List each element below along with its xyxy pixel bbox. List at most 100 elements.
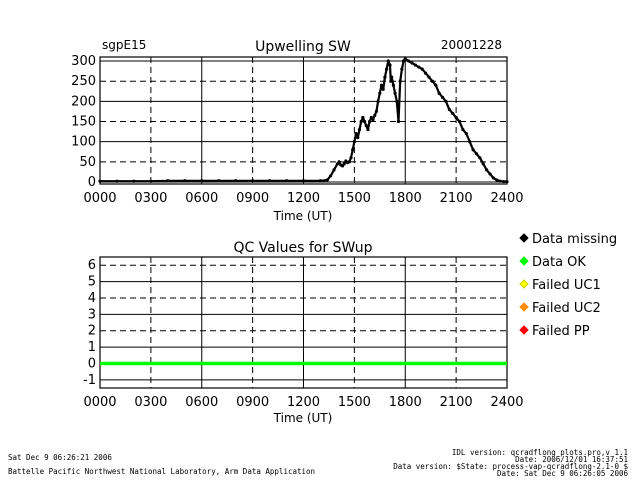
data-point bbox=[284, 179, 289, 183]
data-point bbox=[354, 132, 358, 136]
x-tick-label: 1500 bbox=[338, 395, 371, 410]
data-point bbox=[505, 179, 509, 184]
x-tick-label: 0000 bbox=[83, 191, 116, 206]
x-tick-label: 0900 bbox=[236, 191, 269, 206]
data-point bbox=[403, 57, 407, 61]
data-point bbox=[347, 160, 351, 164]
data-point bbox=[440, 95, 445, 99]
data-point bbox=[410, 61, 414, 65]
legend: Data missing Data OK Failed UC1 Failed UC2 F… bbox=[519, 232, 617, 339]
data-point bbox=[447, 107, 451, 112]
top-x-axis-label: Time (UT) bbox=[273, 209, 333, 223]
site-label: sgpE15 bbox=[102, 38, 146, 52]
data-point bbox=[488, 172, 492, 176]
y-tick-label: 2 bbox=[88, 324, 96, 339]
y-tick-label: -1 bbox=[83, 373, 96, 388]
y-tick-label: 300 bbox=[71, 54, 96, 69]
data-point bbox=[361, 115, 365, 120]
data-point bbox=[373, 113, 377, 118]
data-point bbox=[398, 79, 402, 83]
data-point bbox=[474, 152, 479, 156]
legend-label: Failed UC1 bbox=[532, 278, 601, 293]
legend-marker bbox=[519, 325, 529, 335]
x-tick-label: 2100 bbox=[440, 191, 473, 206]
data-point bbox=[413, 63, 418, 67]
x-tick-label: 0900 bbox=[236, 395, 269, 410]
data-point bbox=[400, 67, 404, 71]
data-point bbox=[376, 99, 380, 103]
data-point bbox=[388, 63, 392, 67]
y-tick-label: 1 bbox=[88, 340, 96, 355]
data-point bbox=[329, 174, 333, 178]
plot-frame bbox=[99, 56, 508, 185]
legend-marker bbox=[519, 302, 529, 312]
data-point bbox=[356, 136, 360, 140]
data-point bbox=[386, 59, 390, 63]
legend-marker bbox=[519, 279, 529, 289]
data-point bbox=[389, 79, 393, 83]
data-point bbox=[379, 83, 384, 87]
legend-label: Data missing bbox=[532, 232, 617, 247]
data-point bbox=[342, 162, 346, 166]
plot-frame bbox=[99, 256, 508, 389]
data-point bbox=[362, 119, 367, 124]
footer-idl-version: IDL version: qcradflong_plots.pro,v 1.1 bbox=[451, 448, 628, 457]
data-point bbox=[251, 179, 255, 183]
bottom-chart-title: QC Values for SWup bbox=[233, 240, 372, 256]
data-point bbox=[371, 117, 375, 122]
data-point bbox=[451, 111, 455, 116]
top-plot-area: 0000 0300 0600 0900 1200 1500 1800 2100 2400 0 50 1… bbox=[71, 54, 523, 206]
x-tick-label: 0600 bbox=[185, 191, 218, 206]
data-point bbox=[471, 148, 475, 152]
y-tick-label: 6 bbox=[88, 258, 96, 273]
data-point bbox=[434, 83, 438, 87]
data-point bbox=[454, 115, 458, 120]
data-point bbox=[368, 119, 372, 124]
data-point bbox=[381, 87, 385, 91]
x-tick-label: 2400 bbox=[490, 395, 523, 410]
legend-label: Data OK bbox=[532, 255, 586, 270]
data-point bbox=[351, 148, 355, 152]
y-tick-label: 100 bbox=[71, 135, 96, 150]
x-tick-label: 0600 bbox=[185, 395, 218, 410]
data-point bbox=[498, 179, 502, 183]
legend-marker bbox=[519, 256, 529, 266]
data-point bbox=[424, 71, 428, 75]
y-tick-label: 200 bbox=[71, 94, 96, 109]
x-tick-label: 1200 bbox=[287, 395, 320, 410]
data-point bbox=[318, 179, 323, 183]
x-tick-label: 2100 bbox=[440, 395, 473, 410]
x-tick-label: 1800 bbox=[389, 395, 422, 410]
data-point bbox=[359, 119, 363, 124]
data-point bbox=[395, 99, 399, 103]
data-point bbox=[384, 67, 389, 71]
data-point bbox=[374, 109, 379, 114]
x-tick-label: 1500 bbox=[338, 191, 371, 206]
y-tick-label: 0 bbox=[88, 175, 96, 190]
data-point bbox=[132, 179, 136, 183]
data-point bbox=[407, 59, 411, 63]
data-point bbox=[357, 127, 362, 132]
data-point bbox=[325, 178, 329, 182]
bottom-plot-area: 0000 0300 0600 0900 1200 1500 1800 2100 2400 -1 01… bbox=[83, 256, 524, 410]
x-tick-label: 0000 bbox=[83, 395, 116, 410]
data-point bbox=[420, 67, 424, 71]
data-point bbox=[461, 127, 465, 132]
date-label: 20001228 bbox=[441, 38, 502, 52]
data-point bbox=[332, 168, 336, 172]
data-point bbox=[491, 176, 496, 180]
data-point bbox=[352, 140, 356, 144]
data-point bbox=[427, 75, 431, 79]
y-tick-label: 250 bbox=[71, 74, 96, 89]
data-point bbox=[437, 91, 441, 95]
x-tick-label: 2400 bbox=[490, 191, 523, 206]
data-point bbox=[464, 132, 468, 136]
data-point bbox=[478, 156, 482, 160]
footer-data-version: Data version: $State: process-vap-qcradf… bbox=[393, 462, 628, 471]
data-point bbox=[337, 160, 341, 164]
data-point bbox=[430, 79, 434, 83]
data-point bbox=[234, 179, 238, 183]
y-tick-label: 5 bbox=[88, 275, 96, 290]
legend-marker bbox=[519, 233, 529, 243]
